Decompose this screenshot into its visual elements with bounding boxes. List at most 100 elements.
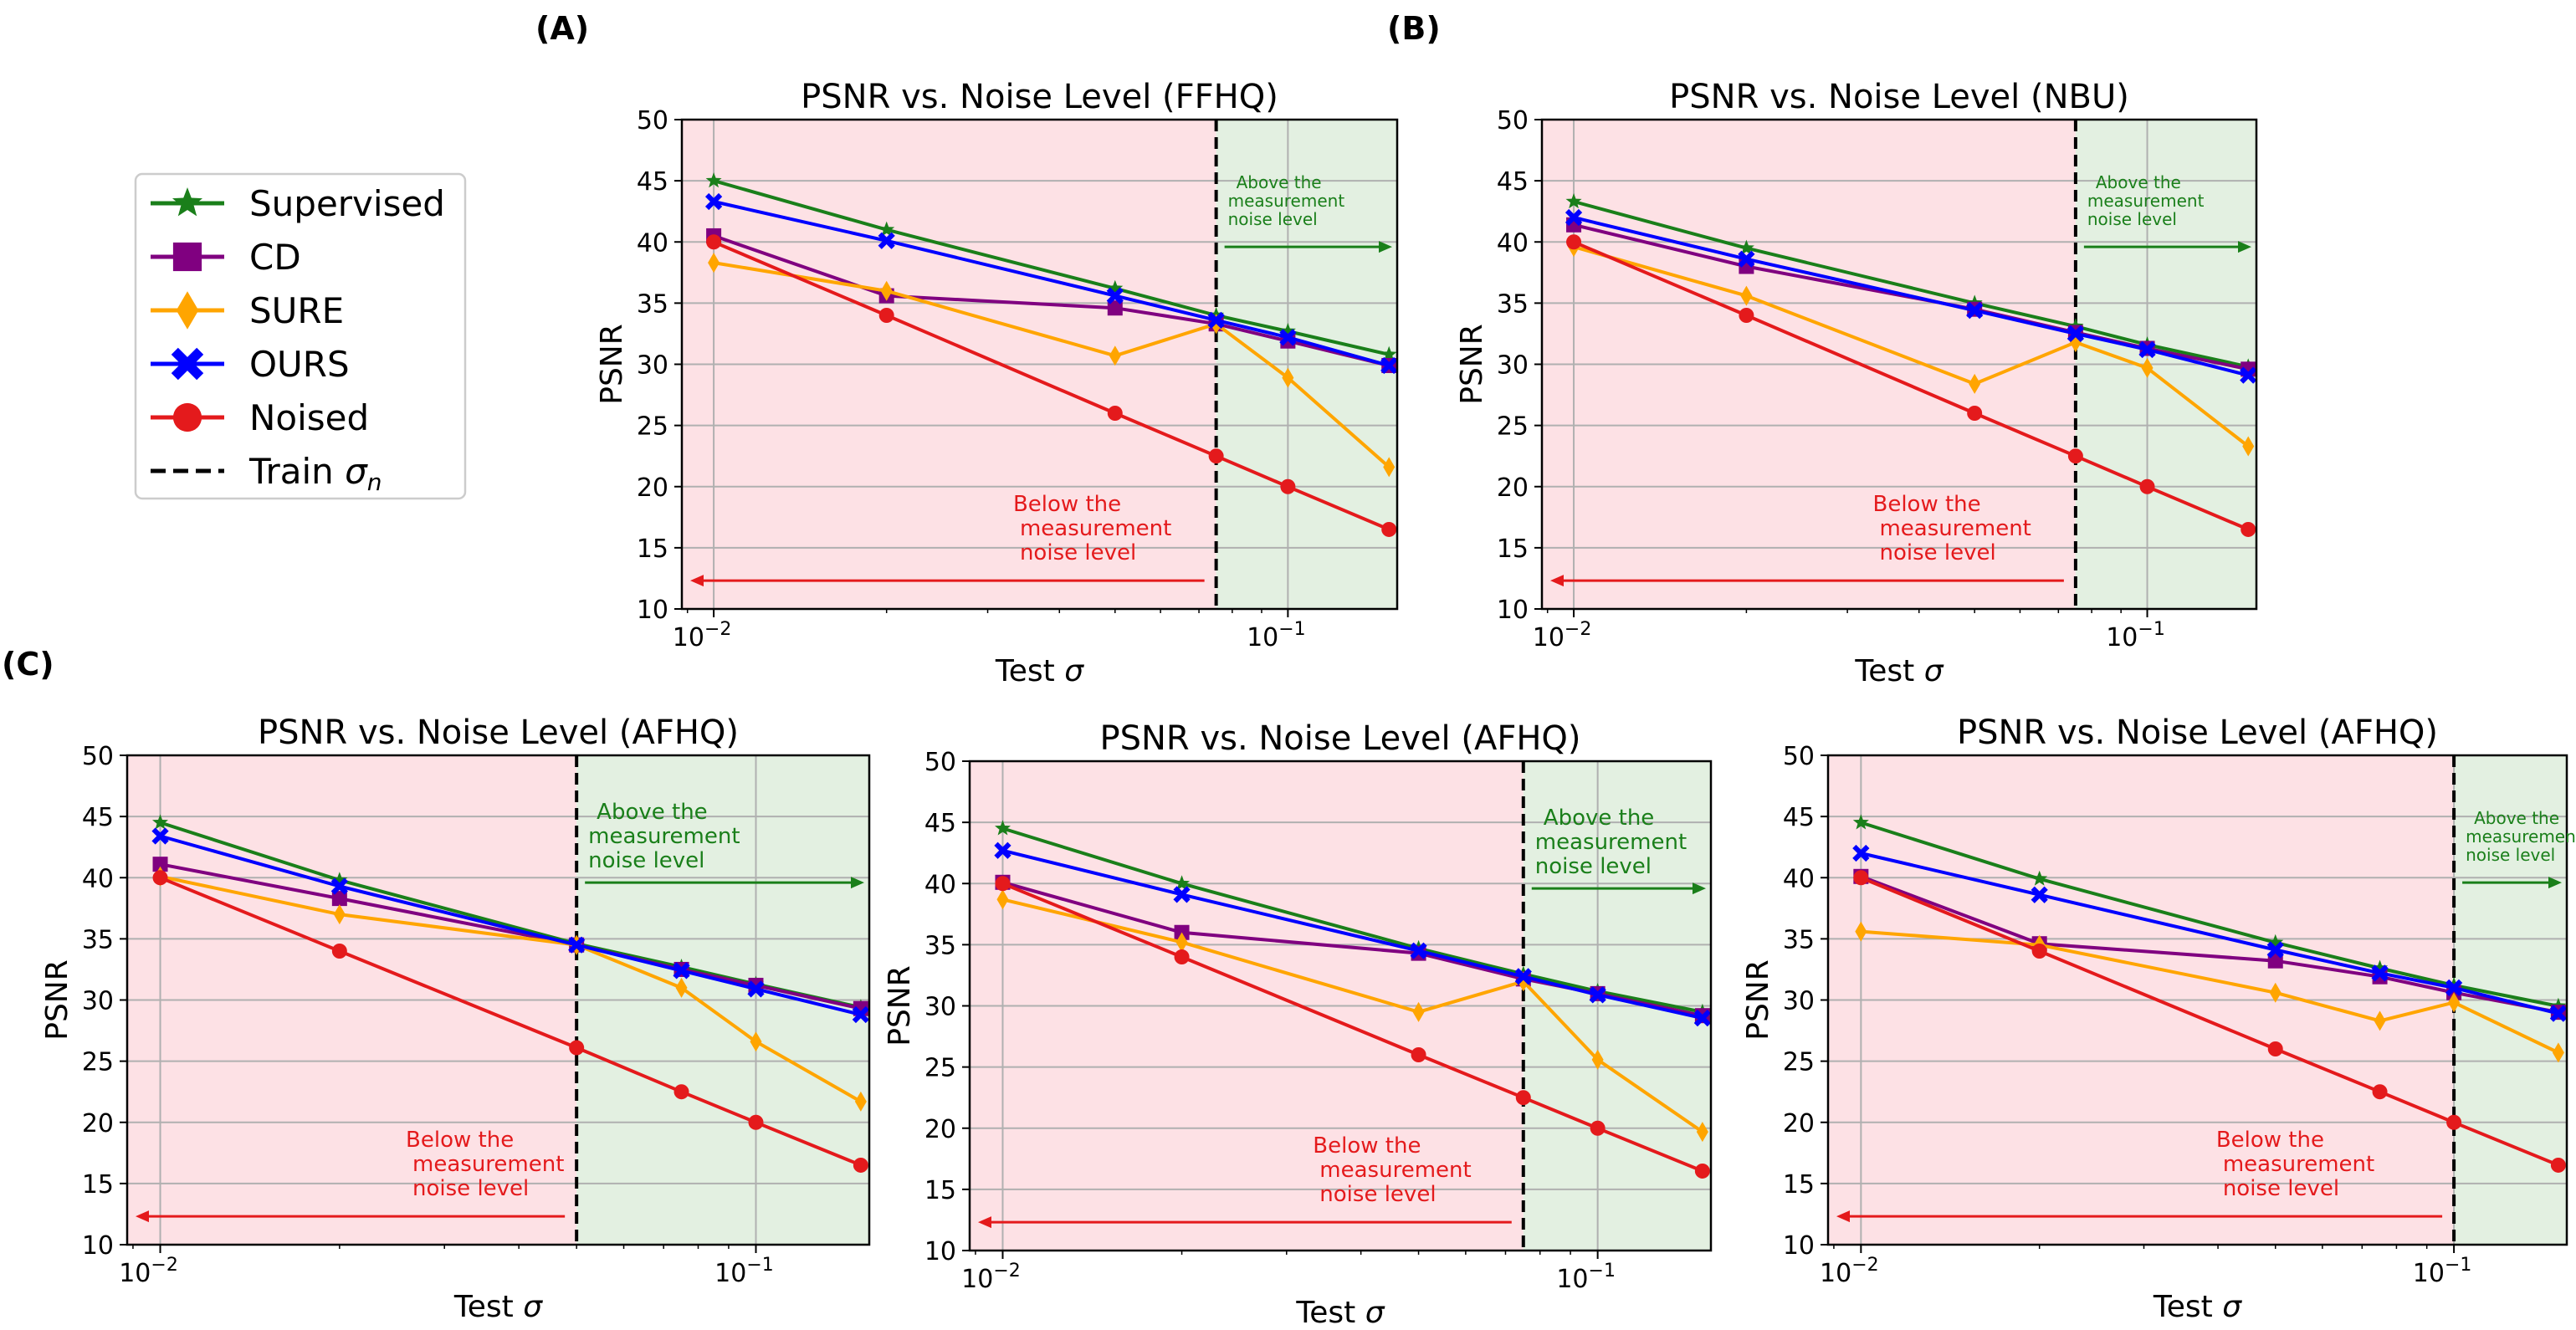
- data-point-sure: [1175, 932, 1188, 953]
- annotation-below: Below the: [406, 1128, 514, 1153]
- data-point-noised: [2067, 448, 2083, 464]
- series-line-noised: [1573, 240, 2249, 531]
- data-point-supervised: [2031, 870, 2048, 886]
- data-point-supervised: [152, 814, 168, 830]
- y-axis-label: PSNR: [1455, 324, 1489, 405]
- data-point-supervised: [2267, 934, 2284, 949]
- x-tick-base: 10: [1820, 1259, 1851, 1288]
- y-tick-label: 40: [1497, 228, 1529, 258]
- y-tick-label: 30: [637, 351, 668, 381]
- data-point-noised: [152, 870, 168, 886]
- data-point-ours: [673, 962, 690, 980]
- data-point-sure: [1696, 1122, 1708, 1143]
- y-axis-label: PSNR: [595, 324, 629, 405]
- x-tick-exp: −1: [2138, 619, 2164, 640]
- x-axis-label-text: Test: [453, 1290, 523, 1324]
- y-tick-label: 45: [1497, 167, 1529, 197]
- series-line-ours: [159, 834, 862, 1016]
- x-tick-exp: −2: [1565, 619, 1591, 640]
- annotation-above: measurement: [1228, 191, 1345, 211]
- legend-marker-supervised: [172, 187, 203, 217]
- annotation-above: noise level: [1535, 854, 1652, 879]
- series-line-ours: [1002, 848, 1703, 1021]
- data-point-cd: [152, 857, 168, 872]
- y-tick-label: 25: [637, 412, 668, 442]
- data-point-supervised: [705, 172, 722, 188]
- annotation-below: Below the: [1013, 492, 1121, 517]
- y-tick-label: 30: [924, 993, 956, 1022]
- y-tick-label: 45: [82, 803, 114, 832]
- y-tick-label: 40: [924, 870, 956, 899]
- x-tick-label: 10−2: [1533, 619, 1592, 652]
- x-tick-exp: −2: [704, 619, 731, 640]
- x-tick-base: 10: [1247, 623, 1278, 652]
- arrow-below-head: [690, 575, 704, 587]
- x-tick-base: 10: [673, 623, 704, 652]
- data-point-noised: [1208, 448, 1224, 464]
- y-tick-label: 25: [1497, 412, 1529, 442]
- y-tick-label: 10: [82, 1231, 114, 1261]
- y-axis-label: PSNR: [1741, 959, 1775, 1041]
- series-line-supervised: [713, 179, 1390, 356]
- data-point-sure: [2269, 982, 2282, 1003]
- annotation-below: measurement: [412, 1152, 564, 1177]
- data-point-ours: [1173, 886, 1191, 903]
- data-point-sure: [854, 1091, 867, 1112]
- data-point-noised: [2267, 1041, 2283, 1056]
- x-tick-exp: −1: [1278, 619, 1305, 640]
- data-point-ours: [1410, 942, 1427, 959]
- data-point-ours: [1589, 986, 1606, 1004]
- x-tick-exp: −2: [1851, 1255, 1878, 1276]
- x-axis-label-text: Test: [995, 654, 1064, 688]
- x-axis-label: Test σ: [1854, 654, 1944, 688]
- y-tick-label: 40: [82, 864, 114, 893]
- y-tick-label: 20: [924, 1115, 956, 1144]
- data-point-noised: [878, 308, 894, 323]
- y-axis-label: PSNR: [883, 965, 917, 1046]
- y-tick-label: 15: [1497, 535, 1529, 564]
- series-line-noised: [1860, 876, 2559, 1167]
- annotation-above: Above the: [2096, 172, 2181, 192]
- y-tick-label: 35: [637, 289, 668, 319]
- x-tick-label: 10−2: [1820, 1255, 1879, 1288]
- data-point-ours: [2266, 941, 2284, 959]
- data-point-sure: [2242, 436, 2255, 457]
- data-point-ours: [2445, 979, 2463, 997]
- data-point-ours: [1738, 250, 1755, 268]
- data-point-sure: [1740, 285, 1753, 306]
- y-tick-label: 15: [637, 535, 668, 564]
- y-tick-label: 50: [924, 748, 956, 777]
- data-point-sure: [2374, 1010, 2386, 1031]
- data-point-ours: [1565, 208, 1583, 227]
- data-point-noised: [1411, 1047, 1426, 1062]
- panel-label-c: (C): [2, 646, 54, 683]
- x-axis-label-text: Test: [1854, 654, 1923, 688]
- series-line-supervised: [1573, 200, 2249, 369]
- annotation-above: Above the: [2474, 808, 2559, 828]
- y-tick-label: 25: [82, 1048, 114, 1077]
- x-tick-base: 10: [1533, 623, 1565, 652]
- legend-train-sub: n: [367, 468, 382, 496]
- series-line-supervised: [1860, 821, 2559, 1008]
- data-point-sure: [1591, 1049, 1604, 1070]
- annotation-above: noise level: [2466, 845, 2555, 865]
- annotation-below: noise level: [1879, 540, 1995, 565]
- annotation-above: Above the: [1544, 806, 1655, 831]
- legend-label-sure: SURE: [249, 290, 344, 331]
- legend-marker-shape: [172, 402, 202, 432]
- data-point-ours: [1207, 311, 1225, 329]
- data-point-noised: [569, 1040, 585, 1056]
- series-line-sure: [1002, 898, 1704, 1133]
- series-line-ours: [1573, 216, 2249, 377]
- y-tick-label: 50: [1783, 742, 1815, 771]
- data-point-noised: [1107, 406, 1123, 421]
- data-point-noised: [1694, 1163, 1710, 1179]
- series-line-sure: [1861, 929, 2559, 1055]
- x-axis-label-symbol: σ: [523, 1290, 543, 1324]
- annotation-below: noise level: [1020, 540, 1136, 565]
- data-point-noised: [2372, 1084, 2388, 1100]
- data-point-supervised: [1279, 323, 1296, 339]
